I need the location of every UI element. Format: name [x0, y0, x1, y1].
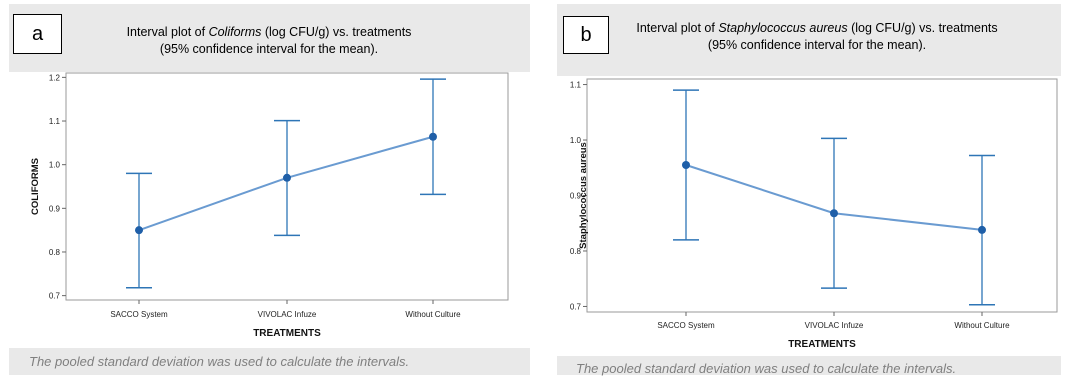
chart-title: Interval plot of Coliforms (log CFU/g) v… [69, 24, 469, 58]
y-tick-label: 1.0 [570, 136, 582, 145]
y-tick-label: 0.8 [570, 247, 582, 256]
y-tick-label: 0.7 [570, 302, 582, 311]
footnote: The pooled standard deviation was used t… [576, 361, 957, 376]
x-tick-label: Without Culture [954, 321, 1010, 330]
panel-letter: a [13, 14, 62, 54]
chart-b: 0.7 0.8 0.9 1.0 1.1 SACCO System VIVOLAC Infuz… [570, 78, 1058, 350]
chart-a: 0.7 0.8 0.9 1.0 1.1 1.2 SACCO System VIVOLAC In… [30, 72, 509, 339]
chart-title: Interval plot of Staphylococcus aureus (… [607, 20, 1027, 54]
footnote: The pooled standard deviation was used t… [29, 354, 410, 369]
title-organism: Coliforms [208, 25, 262, 39]
panel-letter: b [563, 16, 609, 54]
y-tick-label: 0.8 [49, 248, 61, 257]
x-tick-label: SACCO System [657, 321, 715, 330]
x-axis-label: TREATMENTS [788, 339, 856, 350]
title-line2: (95% confidence interval for the mean). [159, 42, 379, 56]
y-axis-label: COLIFORMS [30, 158, 41, 215]
x-tick-label: SACCO System [110, 310, 168, 319]
title-prefix: Interval plot of [126, 25, 209, 39]
x-tick-label: Without Culture [405, 310, 461, 319]
y-tick-label: 0.9 [49, 204, 61, 213]
x-tick-label: VIVOLAC Infuze [258, 310, 317, 319]
plot-frame [586, 78, 1058, 313]
y-tick-label: 1.1 [49, 117, 61, 126]
title-line2: (95% confidence interval for the mean). [707, 38, 927, 52]
mean-point [283, 173, 291, 182]
mean-point [978, 225, 986, 234]
y-axis-label: Staphylococcus aureus [578, 142, 589, 249]
title-suffix: (log CFU/g) vs. treatments [261, 25, 412, 39]
x-axis-label: TREATMENTS [253, 328, 321, 339]
mean-point [135, 226, 143, 235]
mean-point [682, 160, 690, 169]
title-organism: Staphylococcus aureus [718, 21, 848, 35]
y-tick-label: 0.9 [570, 192, 582, 201]
mean-point [830, 209, 838, 218]
title-prefix: Interval plot of [636, 21, 719, 35]
x-tick-label: VIVOLAC Infuze [805, 321, 864, 330]
y-tick-label: 1.1 [570, 81, 582, 90]
y-tick-label: 1.2 [49, 73, 61, 82]
title-suffix: (log CFU/g) vs. treatments [847, 21, 998, 35]
mean-point [429, 132, 437, 141]
y-tick-label: 1.0 [49, 161, 61, 170]
y-tick-label: 0.7 [49, 292, 61, 301]
